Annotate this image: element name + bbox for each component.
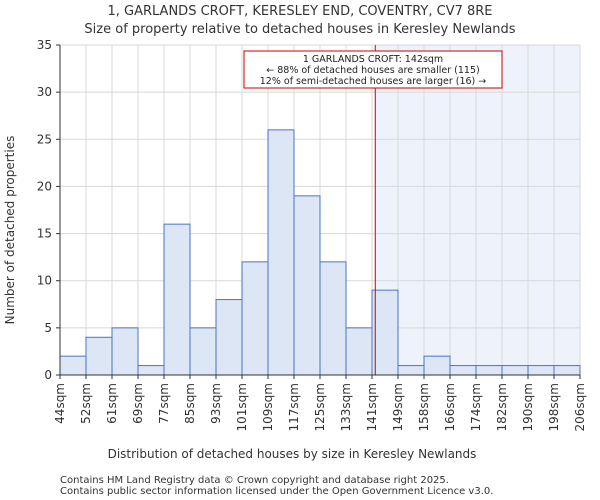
chart-subtitle: Size of property relative to detached ho… (84, 22, 515, 37)
bar-149sqm (397, 365, 425, 376)
y-ticks: 0 5 10 15 20 25 30 35 (37, 38, 60, 382)
bar-125sqm (319, 261, 347, 376)
y-axis-label: Number of detached properties (3, 136, 17, 325)
x-tick-label-85sqm: 85sqm (183, 383, 197, 424)
x-tick-label-182sqm: 182sqm (495, 383, 509, 431)
bar-101sqm (241, 261, 269, 376)
bar-52sqm (85, 336, 113, 376)
x-tick-label-190sqm: 190sqm (521, 383, 535, 431)
annotation-box: 1 GARLANDS CROFT: 142sqm ← 88% of detach… (243, 50, 503, 89)
x-tick-label-52sqm: 52sqm (79, 383, 93, 424)
x-tick-label-93sqm: 93sqm (209, 383, 223, 424)
x-tick-label-149sqm: 149sqm (391, 383, 405, 431)
x-tick-label-101sqm: 101sqm (235, 383, 249, 431)
x-tick-label-174sqm: 174sqm (469, 383, 483, 431)
x-tick-label-198sqm: 198sqm (547, 383, 561, 431)
bar-61sqm (111, 327, 139, 376)
y-tick-label-0: 0 (44, 368, 52, 382)
y-tick-label-30: 30 (37, 85, 52, 99)
x-tick-label-166sqm: 166sqm (443, 383, 457, 431)
annotation-line1: 1 GARLANDS CROFT: 142sqm (303, 54, 443, 65)
x-tick-label-109sqm: 109sqm (261, 383, 275, 431)
highlight-region (375, 45, 580, 375)
bars (59, 129, 581, 376)
bar-69sqm (137, 365, 165, 376)
x-tick-label-141sqm: 141sqm (365, 383, 379, 431)
bar-158sqm (423, 355, 451, 376)
bar-85sqm (189, 327, 217, 376)
x-tick-label-158sqm: 158sqm (417, 383, 431, 431)
x-ticks: 44sqm 52sqm 61sqm 69sqm 77sqm 85sqm 93sqm 101sq… (53, 375, 587, 431)
bar-174sqm (475, 365, 503, 376)
annotation-border (243, 50, 503, 89)
x-axis-label: Distribution of detached houses by size … (108, 447, 477, 461)
y-tick-label-15: 15 (37, 227, 52, 241)
chart-title: 1, GARLANDS CROFT, KERESLEY END, COVENTR… (107, 4, 492, 19)
x-tick-label-44sqm: 44sqm (53, 383, 67, 424)
bar-133sqm (345, 327, 373, 376)
y-tick-label-10: 10 (37, 274, 52, 288)
x-tick-label-125sqm: 125sqm (313, 383, 327, 431)
bar-182sqm (501, 365, 529, 376)
annotation-line2: ← 88% of detached houses are smaller (11… (266, 65, 479, 76)
x-tick-label-133sqm: 133sqm (339, 383, 353, 431)
y-tick-label-35: 35 (37, 38, 52, 52)
x-tick-label-61sqm: 61sqm (105, 383, 119, 424)
x-tick-label-69sqm: 69sqm (131, 383, 145, 424)
y-tick-label-25: 25 (37, 132, 52, 146)
y-tick-label-20: 20 (37, 179, 52, 193)
bar-117sqm (293, 195, 321, 376)
bar-44sqm (59, 355, 87, 376)
highlight-area (375, 45, 580, 375)
bar-166sqm (449, 365, 477, 376)
bar-109sqm (267, 129, 295, 376)
x-tick-label-77sqm: 77sqm (157, 383, 171, 424)
y-tick-label-5: 5 (44, 321, 52, 335)
footer-line1: Contains HM Land Registry data © Crown c… (60, 475, 449, 486)
footer-line2: Contains public sector information licen… (60, 486, 493, 497)
annotation-line3: 12% of semi-detached houses are larger (… (260, 76, 487, 87)
bar-93sqm (215, 299, 243, 376)
x-tick-label-206sqm: 206sqm (573, 383, 587, 431)
x-tick-label-117sqm: 117sqm (287, 383, 301, 431)
bar-77sqm (163, 223, 191, 376)
bar-141sqm (371, 289, 399, 376)
bar-198sqm (553, 365, 581, 376)
bar-190sqm (527, 365, 555, 376)
